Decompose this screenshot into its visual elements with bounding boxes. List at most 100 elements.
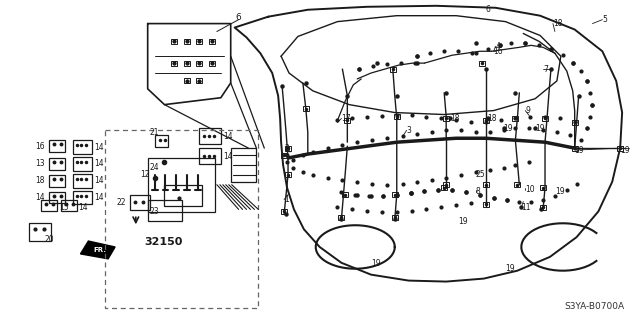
- Bar: [542, 116, 548, 121]
- Text: 18: 18: [450, 114, 460, 123]
- Text: 11: 11: [522, 203, 531, 212]
- Bar: [479, 61, 484, 66]
- Text: 19: 19: [506, 264, 515, 273]
- Text: 17: 17: [341, 114, 351, 123]
- Bar: [209, 39, 215, 44]
- Text: 4: 4: [495, 42, 500, 51]
- Bar: [49, 175, 65, 187]
- Text: 14: 14: [223, 132, 232, 141]
- Bar: [540, 205, 546, 210]
- Bar: [72, 191, 92, 204]
- Text: 15: 15: [59, 203, 68, 212]
- Text: 22: 22: [116, 198, 126, 207]
- Text: 18: 18: [553, 19, 563, 28]
- Bar: [617, 146, 623, 151]
- Bar: [285, 172, 291, 177]
- Bar: [196, 78, 202, 83]
- Text: 18: 18: [488, 114, 497, 123]
- Bar: [196, 39, 202, 44]
- Bar: [342, 192, 348, 197]
- Bar: [483, 182, 489, 187]
- Text: 20: 20: [45, 234, 54, 244]
- Bar: [184, 39, 190, 44]
- Text: 3: 3: [406, 126, 412, 135]
- Bar: [172, 61, 177, 66]
- Text: 13: 13: [35, 160, 45, 168]
- Text: 7: 7: [543, 64, 548, 74]
- Text: 2: 2: [284, 144, 289, 152]
- Bar: [164, 185, 202, 206]
- Text: 14: 14: [94, 160, 104, 168]
- Text: 16: 16: [493, 47, 503, 56]
- Text: 32150: 32150: [145, 237, 183, 247]
- Bar: [344, 118, 350, 123]
- Bar: [572, 120, 578, 125]
- Text: 10: 10: [525, 185, 535, 194]
- Bar: [392, 215, 397, 220]
- Text: 19: 19: [555, 187, 564, 196]
- Text: 9: 9: [525, 106, 530, 115]
- Text: S3YA-B0700A: S3YA-B0700A: [564, 302, 625, 311]
- Bar: [49, 140, 65, 152]
- Bar: [281, 152, 287, 158]
- Bar: [394, 114, 400, 119]
- Bar: [230, 148, 257, 182]
- Bar: [49, 192, 65, 204]
- Bar: [148, 199, 182, 221]
- Text: 21: 21: [150, 128, 159, 137]
- Bar: [172, 39, 177, 44]
- Bar: [392, 192, 397, 197]
- Bar: [540, 185, 546, 190]
- Text: 25: 25: [476, 170, 486, 179]
- Text: 14: 14: [94, 176, 104, 185]
- Text: 8: 8: [476, 187, 481, 196]
- Bar: [29, 223, 51, 241]
- Text: 1: 1: [284, 195, 289, 204]
- Text: FR.: FR.: [93, 247, 107, 253]
- Bar: [444, 116, 449, 121]
- Text: 14: 14: [79, 203, 88, 212]
- Bar: [196, 61, 202, 66]
- Bar: [41, 199, 57, 211]
- Text: 12: 12: [140, 170, 150, 179]
- Text: 19: 19: [504, 124, 513, 133]
- Text: 5: 5: [602, 15, 607, 24]
- Text: 19: 19: [458, 217, 468, 226]
- Bar: [572, 146, 578, 151]
- Bar: [444, 182, 449, 187]
- Text: 19: 19: [371, 259, 381, 268]
- Bar: [483, 118, 489, 123]
- Bar: [483, 202, 489, 207]
- Bar: [155, 135, 168, 147]
- Polygon shape: [81, 241, 115, 259]
- Text: 14: 14: [94, 193, 104, 202]
- Bar: [441, 185, 447, 190]
- Bar: [515, 182, 520, 187]
- Bar: [285, 146, 291, 151]
- Bar: [72, 174, 92, 188]
- Bar: [209, 61, 215, 66]
- Text: 18: 18: [35, 176, 45, 185]
- Text: 6: 6: [236, 13, 241, 22]
- Bar: [199, 128, 221, 144]
- Bar: [72, 140, 92, 154]
- Bar: [303, 106, 308, 111]
- Text: 14: 14: [94, 143, 104, 152]
- Bar: [130, 195, 150, 211]
- Text: 24: 24: [150, 163, 159, 172]
- Bar: [281, 209, 287, 214]
- Bar: [49, 158, 65, 170]
- Bar: [61, 199, 77, 211]
- Bar: [148, 158, 215, 212]
- Text: 19: 19: [620, 145, 630, 155]
- Bar: [513, 116, 518, 121]
- Text: 6: 6: [486, 5, 491, 14]
- Text: 16: 16: [35, 142, 45, 151]
- Text: 14: 14: [35, 193, 45, 202]
- Text: 19: 19: [575, 145, 584, 155]
- Bar: [390, 67, 396, 71]
- Text: 23: 23: [150, 207, 159, 216]
- Bar: [184, 78, 190, 83]
- Bar: [72, 157, 92, 171]
- Text: 14: 14: [223, 152, 232, 160]
